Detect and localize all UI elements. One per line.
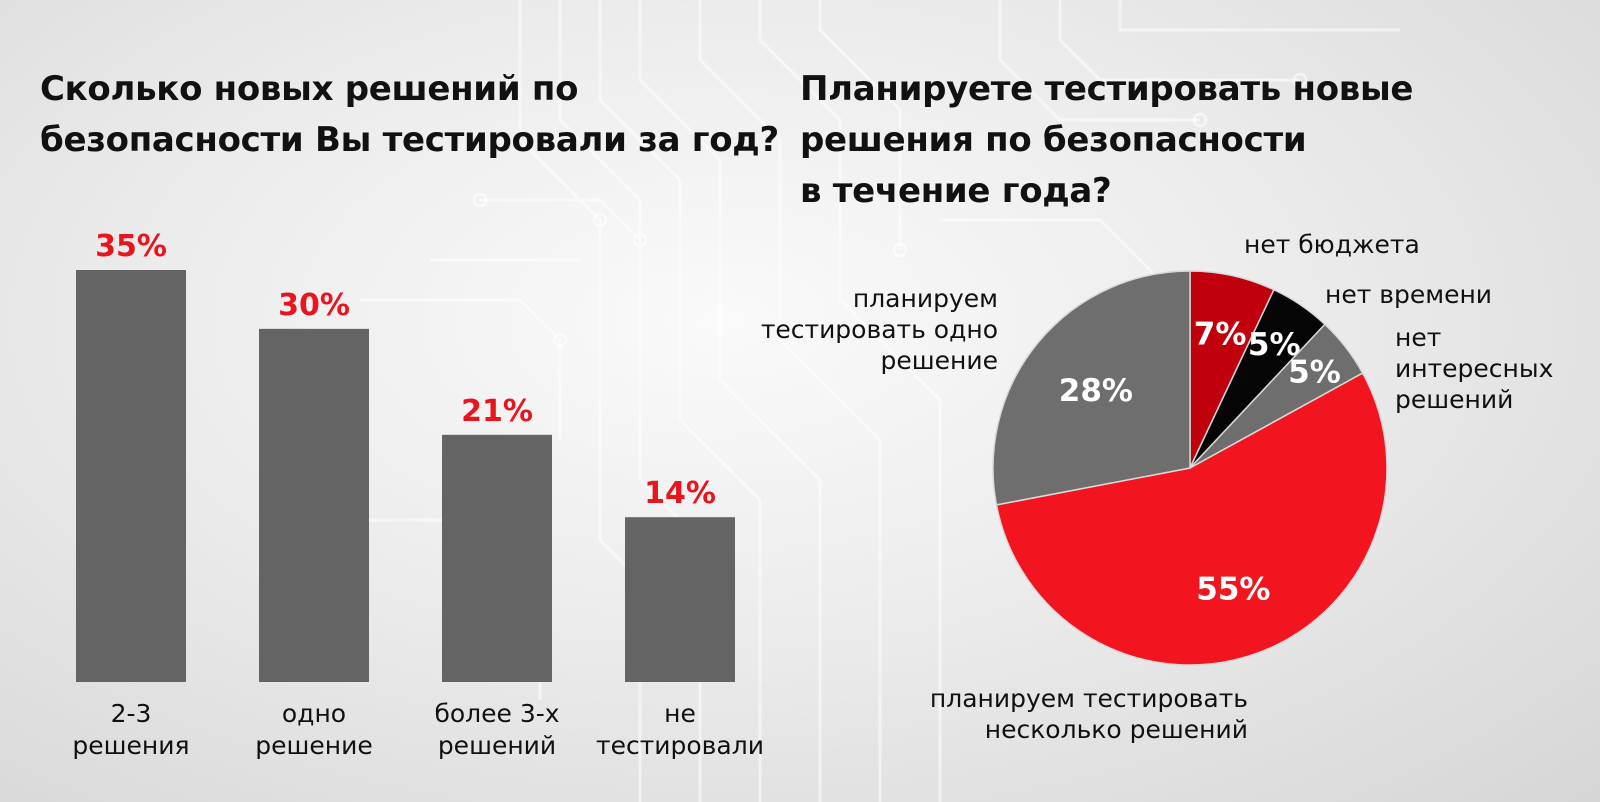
pie-slice-value-label: 5%: [1248, 327, 1301, 363]
bar-category-label: 2-3 решения: [72, 699, 189, 760]
bar-value-label: 30%: [278, 288, 350, 323]
pie-slice-category-label: планируем тестировать несколько решений: [930, 684, 1248, 744]
pie-slice-value-label: 28%: [1059, 373, 1133, 409]
pie-slice-value-label: 5%: [1288, 354, 1341, 390]
pie-chart-title-line: решения по безопасности: [800, 120, 1307, 160]
bar-chart-title-line: Сколько новых решений по: [40, 69, 579, 109]
bar-category-label: одно решение: [255, 699, 372, 760]
bar-value-label: 21%: [461, 394, 533, 429]
bar: [76, 270, 186, 682]
pie-slice-value-label: 7%: [1194, 316, 1247, 352]
bar-value-label: 14%: [644, 476, 716, 511]
bar: [442, 434, 552, 682]
pie-slice: [992, 270, 1191, 506]
bar-value-label: 35%: [95, 229, 167, 264]
pie-slice-category-label: нет интересных решений: [1395, 323, 1553, 414]
pie-slice-value-label: 55%: [1196, 572, 1270, 608]
pie-slice-category-label: нет бюджета: [1244, 230, 1420, 259]
bar-category-label: более 3-х решений: [434, 699, 559, 760]
bar-chart-title-line: безопасности Вы тестировали за год?: [40, 120, 779, 160]
pie-slice: [995, 372, 1388, 666]
bar: [625, 517, 735, 682]
pie-slice-category-label: нет времени: [1325, 280, 1492, 309]
bar-category-label: не тестировали: [596, 699, 764, 760]
pie-chart-title-line: в течение года?: [800, 171, 1112, 211]
bar-chart-title: Сколько новых решений по безопасности Вы…: [40, 64, 780, 166]
bar: [259, 328, 369, 682]
pie-chart-title: Планируете тестировать новые решения по …: [800, 64, 1540, 217]
pie-chart-title-line: Планируете тестировать новые: [800, 69, 1414, 109]
pie-slice-category-label: планируем тестировать одно решение: [761, 284, 998, 375]
